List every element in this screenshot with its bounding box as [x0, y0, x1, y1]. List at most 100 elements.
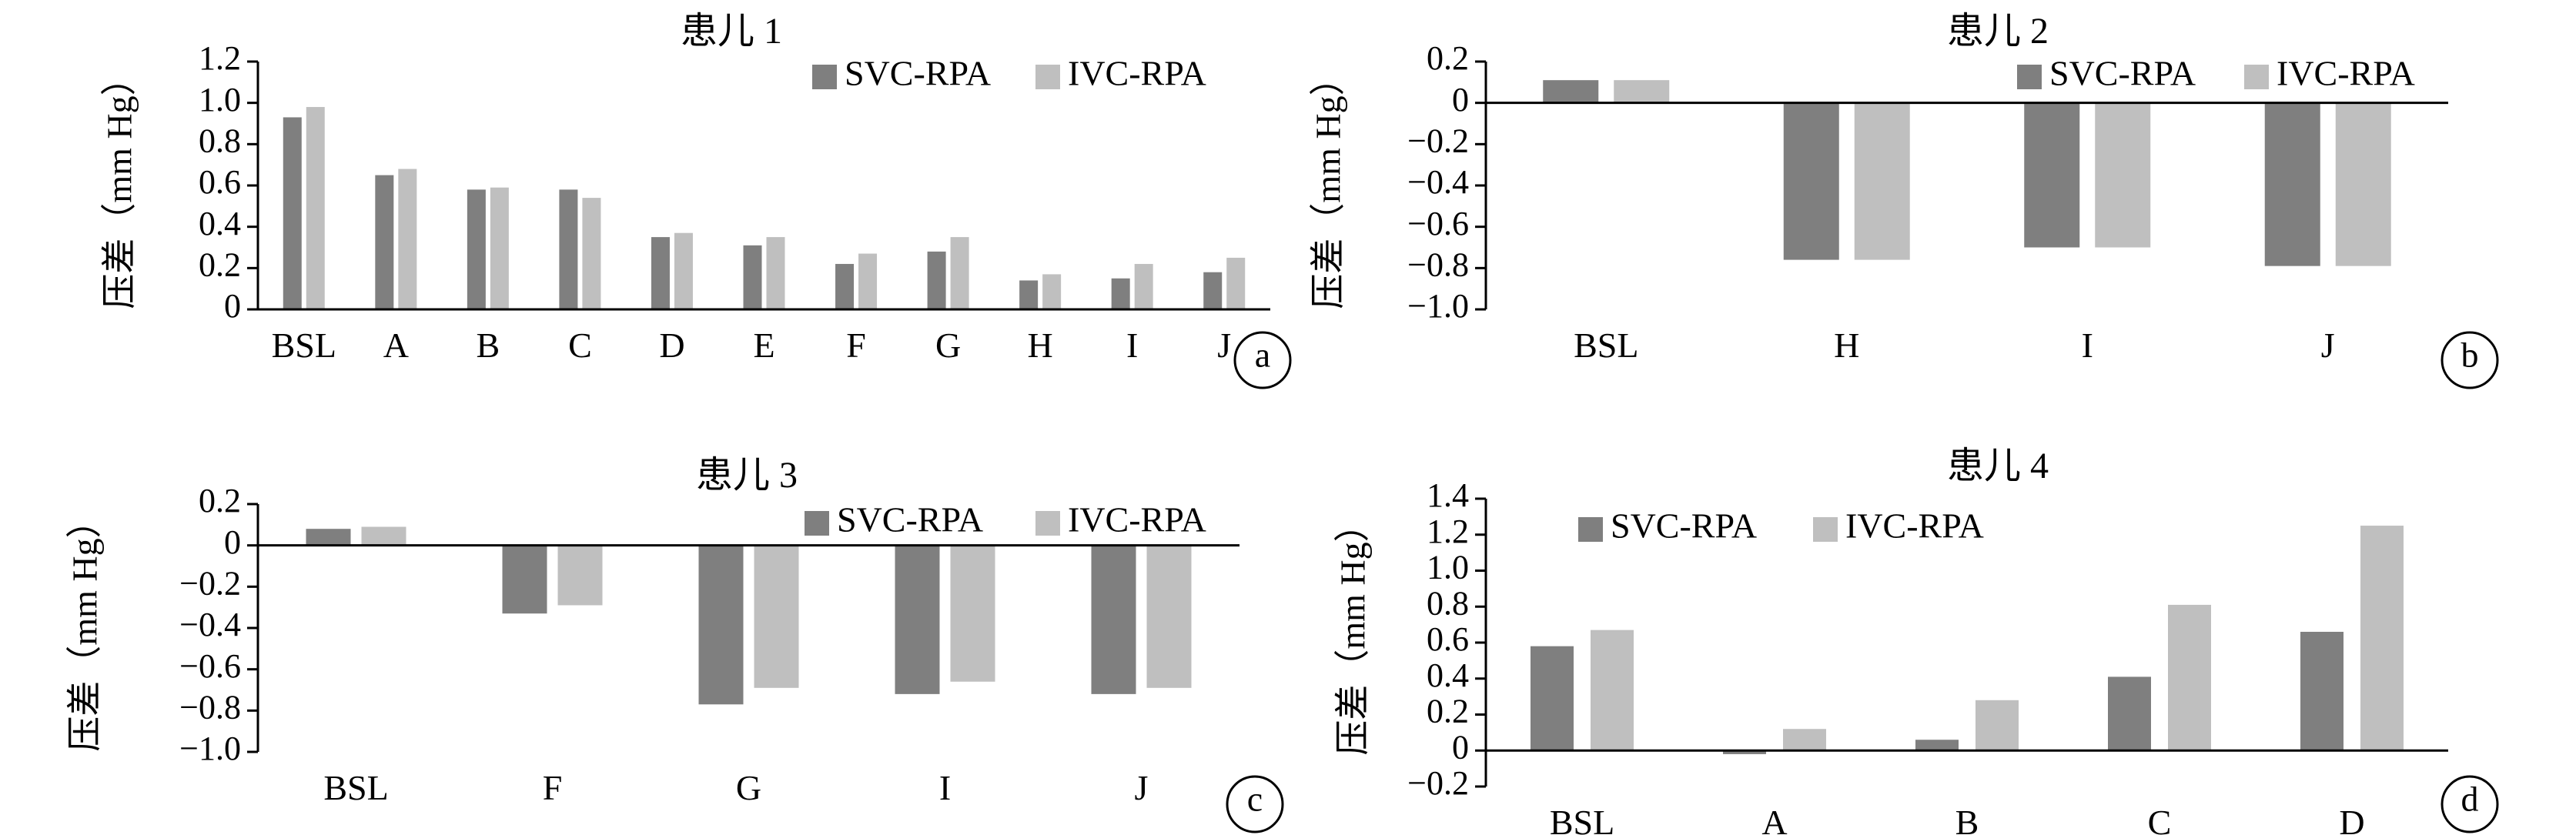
x-tick-label: J: [1135, 768, 1149, 807]
bar-ivc-A: [1783, 729, 1826, 751]
y-axis-label: 压差（mm Hg）: [1333, 506, 1373, 755]
bar-svc-I: [2024, 102, 2080, 248]
y-tick-label: 0.6: [199, 163, 241, 201]
y-tick-label: 0.8: [199, 122, 241, 159]
bar-ivc-H: [1042, 274, 1062, 309]
x-tick-label: BSL: [272, 326, 336, 365]
x-tick-label: E: [753, 326, 774, 365]
legend-label: IVC-RPA: [2277, 54, 2415, 93]
y-tick-label: −0.4: [179, 606, 241, 643]
bar-svc-G: [698, 545, 744, 705]
bar-svc-F: [502, 545, 547, 614]
y-tick-label: 0.2: [1427, 693, 1469, 730]
bar-svc-BSL: [306, 529, 351, 546]
bar-svc-D: [2300, 631, 2343, 751]
x-tick-label: A: [383, 326, 409, 365]
chart-title: 患儿 1: [681, 11, 782, 52]
panel-label-circle: [1233, 331, 1292, 389]
legend-label: IVC-RPA: [1068, 54, 1206, 93]
bar-ivc-H: [1854, 102, 1910, 260]
y-tick-label: −0.2: [1407, 764, 1469, 802]
legend-label: SVC-RPA: [837, 500, 983, 539]
bar-svc-E: [743, 245, 762, 309]
panel-label: d: [2461, 780, 2479, 819]
panel-label: c: [1247, 780, 1263, 819]
bar-svc-BSL: [1531, 646, 1574, 751]
bar-svc-H: [1019, 280, 1039, 309]
bar-ivc-J: [1226, 257, 1246, 309]
bar-ivc-J: [2335, 102, 2391, 266]
bar-ivc-C: [582, 198, 601, 309]
bar-ivc-G: [950, 237, 969, 309]
chart-title: 患儿 2: [1947, 11, 2049, 52]
bar-ivc-A: [398, 169, 417, 309]
x-tick-label: D: [2339, 803, 2364, 835]
x-tick-label: BSL: [323, 768, 388, 807]
y-tick-label: 0.8: [1427, 584, 1469, 622]
chart-title: 患儿 4: [1947, 446, 2049, 486]
bar-ivc-BSL: [361, 526, 406, 546]
x-tick-label: B: [1955, 803, 1979, 835]
x-tick-label: C: [2148, 803, 2172, 835]
x-tick-label: BSL: [1574, 326, 1638, 365]
legend-swatch: [812, 65, 837, 89]
bar-svc-C: [559, 189, 578, 309]
bar-svc-H: [1783, 102, 1839, 260]
bar-svc-F: [835, 263, 855, 309]
chart-title: 患儿 3: [696, 455, 798, 496]
bar-ivc-F: [858, 253, 878, 309]
x-tick-label: C: [568, 326, 592, 365]
bar-ivc-E: [766, 237, 785, 309]
x-tick-label: J: [2321, 326, 2335, 365]
bar-svc-BSL: [1543, 80, 1599, 103]
y-tick-label: −0.2: [1407, 122, 1469, 159]
bar-svc-I: [1111, 278, 1130, 309]
x-tick-label: B: [477, 326, 500, 365]
bar-ivc-BSL: [1614, 80, 1670, 103]
x-tick-label: BSL: [1550, 803, 1614, 835]
y-tick-label: 0.2: [199, 245, 241, 283]
legend-label: SVC-RPA: [2049, 54, 2196, 93]
y-tick-label: 0: [224, 523, 241, 561]
bar-svc-D: [651, 237, 670, 309]
y-tick-label: 0.2: [199, 482, 241, 519]
y-tick-label: −0.6: [1407, 205, 1469, 242]
legend-swatch: [1035, 511, 1060, 536]
bar-ivc-BSL: [306, 107, 325, 310]
y-tick-label: 1.2: [199, 39, 241, 77]
x-tick-label: F: [543, 768, 563, 807]
y-tick-label: 0: [1452, 81, 1469, 119]
y-tick-label: 0.4: [199, 205, 241, 242]
y-tick-label: −0.2: [179, 564, 241, 602]
panel-label: a: [1255, 336, 1270, 375]
x-tick-label: F: [846, 326, 866, 365]
y-tick-label: 1.4: [1427, 476, 1469, 514]
bar-ivc-I: [1134, 263, 1153, 309]
y-tick-label: −0.8: [179, 688, 241, 726]
bar-ivc-D: [2360, 526, 2404, 751]
x-tick-label: H: [1028, 326, 1053, 365]
bar-svc-J: [1203, 272, 1223, 309]
panel-label-circle: [1226, 775, 1284, 833]
y-tick-label: 0.4: [1427, 656, 1469, 694]
bar-ivc-J: [1146, 545, 1192, 688]
bar-ivc-BSL: [1591, 630, 1634, 751]
x-tick-label: G: [935, 326, 961, 365]
y-tick-label: 0: [1452, 728, 1469, 766]
x-tick-label: J: [1217, 326, 1231, 365]
bar-svc-J: [2264, 102, 2320, 266]
y-tick-label: −0.8: [1407, 245, 1469, 283]
bar-ivc-F: [557, 545, 603, 606]
x-tick-label: D: [659, 326, 684, 365]
legend-swatch: [1035, 65, 1060, 89]
bar-svc-B: [467, 189, 486, 309]
y-axis-label: 压差（mm Hg）: [1309, 60, 1348, 309]
bar-svc-A: [375, 175, 394, 309]
bar-ivc-G: [754, 545, 799, 688]
bar-ivc-B: [490, 187, 509, 309]
bar-ivc-I: [2095, 102, 2151, 248]
bar-svc-C: [2108, 676, 2151, 751]
x-tick-label: I: [939, 768, 951, 807]
x-tick-label: I: [1126, 326, 1138, 365]
